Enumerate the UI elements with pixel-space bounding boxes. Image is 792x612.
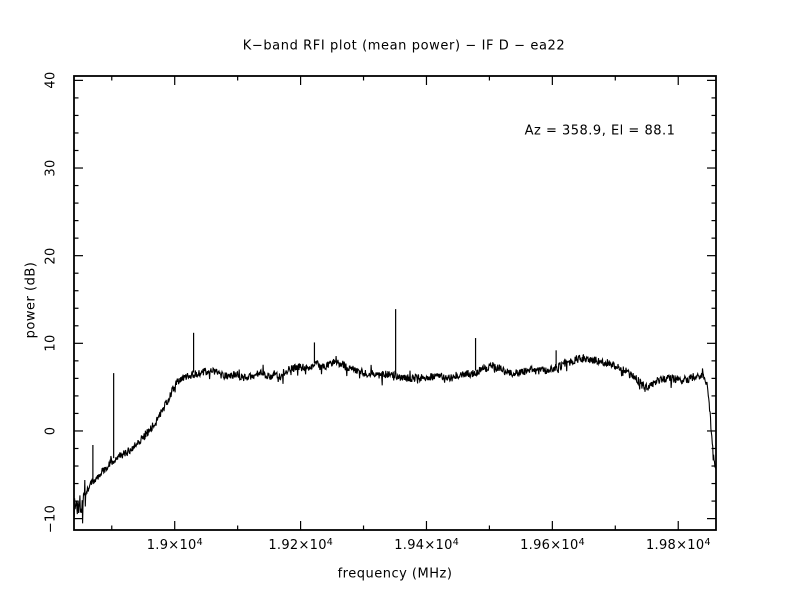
x-tick-label: 1.98×104: [645, 537, 711, 553]
y-tick-label: 10: [43, 334, 59, 352]
x-tick-label: 1.9×104: [146, 537, 203, 553]
y-tick-label: −10: [43, 504, 59, 533]
y-tick-label: 20: [43, 247, 59, 265]
x-axis-label: frequency (MHz): [337, 566, 453, 582]
x-tick-label: 1.92×104: [268, 537, 333, 553]
y-tick-label: 30: [43, 159, 59, 177]
chart-title: K−band RFI plot (mean power) − IF D − ea…: [242, 38, 566, 54]
y-tick-label: 0: [43, 426, 59, 436]
y-tick-label: 40: [43, 71, 59, 89]
az-el-annotation: Az = 358.9, El = 88.1: [524, 123, 676, 139]
plot-frame: [73, 75, 717, 531]
spectrum-trace: [74, 354, 716, 524]
x-tick-label: 1.94×104: [394, 537, 459, 553]
x-tick-label: 1.96×104: [520, 537, 585, 553]
